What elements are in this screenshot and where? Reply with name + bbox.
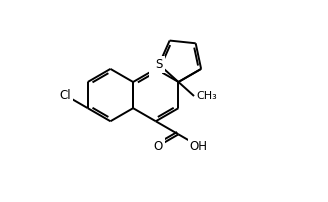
Text: Cl: Cl [59, 89, 71, 102]
Text: O: O [154, 140, 163, 153]
Text: S: S [155, 58, 163, 71]
Text: CH₃: CH₃ [196, 91, 217, 101]
Text: OH: OH [190, 140, 208, 153]
Text: N: N [152, 62, 160, 75]
